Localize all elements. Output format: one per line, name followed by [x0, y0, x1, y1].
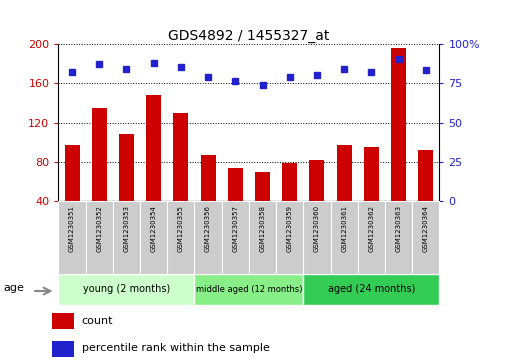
Bar	[331, 201, 358, 274]
Text: GSM1230354: GSM1230354	[151, 205, 156, 252]
Bar	[412, 201, 439, 274]
Bar	[309, 160, 325, 201]
Text: GSM1230361: GSM1230361	[341, 205, 347, 252]
Bar	[65, 145, 80, 201]
Text: middle aged (12 months): middle aged (12 months)	[196, 285, 302, 294]
Text: percentile rank within the sample: percentile rank within the sample	[81, 343, 269, 354]
Bar	[113, 201, 140, 274]
Bar	[358, 201, 385, 274]
Bar	[195, 201, 221, 274]
Text: GSM1230363: GSM1230363	[396, 205, 402, 252]
Bar	[282, 163, 297, 201]
Text: GSM1230362: GSM1230362	[368, 205, 374, 252]
Text: GSM1230356: GSM1230356	[205, 205, 211, 252]
Bar	[52, 341, 74, 357]
Text: GSM1230352: GSM1230352	[96, 205, 102, 252]
Bar	[221, 201, 249, 274]
Text: GSM1230364: GSM1230364	[423, 205, 429, 252]
Bar	[385, 201, 412, 274]
Bar	[92, 108, 107, 201]
Bar	[303, 274, 439, 305]
Text: young (2 months): young (2 months)	[83, 285, 170, 294]
Bar	[146, 95, 161, 201]
Bar	[52, 313, 74, 329]
Bar	[173, 113, 188, 201]
Bar	[140, 201, 167, 274]
Text: GSM1230359: GSM1230359	[287, 205, 293, 252]
Bar	[337, 145, 352, 201]
Bar	[228, 168, 243, 201]
Text: count: count	[81, 315, 113, 326]
Bar	[86, 201, 113, 274]
Text: GSM1230351: GSM1230351	[69, 205, 75, 252]
Bar	[167, 201, 195, 274]
Text: GSM1230353: GSM1230353	[123, 205, 130, 252]
Bar	[303, 201, 331, 274]
Bar	[58, 274, 195, 305]
Text: GSM1230355: GSM1230355	[178, 205, 184, 252]
Bar	[364, 147, 379, 201]
Bar	[119, 134, 134, 201]
Text: GSM1230358: GSM1230358	[260, 205, 266, 252]
Text: GSM1230357: GSM1230357	[232, 205, 238, 252]
Bar	[249, 201, 276, 274]
Bar	[195, 274, 303, 305]
Bar	[255, 172, 270, 201]
Text: aged (24 months): aged (24 months)	[328, 285, 415, 294]
Text: GSM1230360: GSM1230360	[314, 205, 320, 252]
Bar	[201, 155, 215, 201]
Bar	[58, 201, 86, 274]
Title: GDS4892 / 1455327_at: GDS4892 / 1455327_at	[168, 29, 330, 42]
Bar	[276, 201, 303, 274]
Bar	[418, 150, 433, 201]
Bar	[391, 49, 406, 201]
Text: age: age	[3, 283, 24, 293]
